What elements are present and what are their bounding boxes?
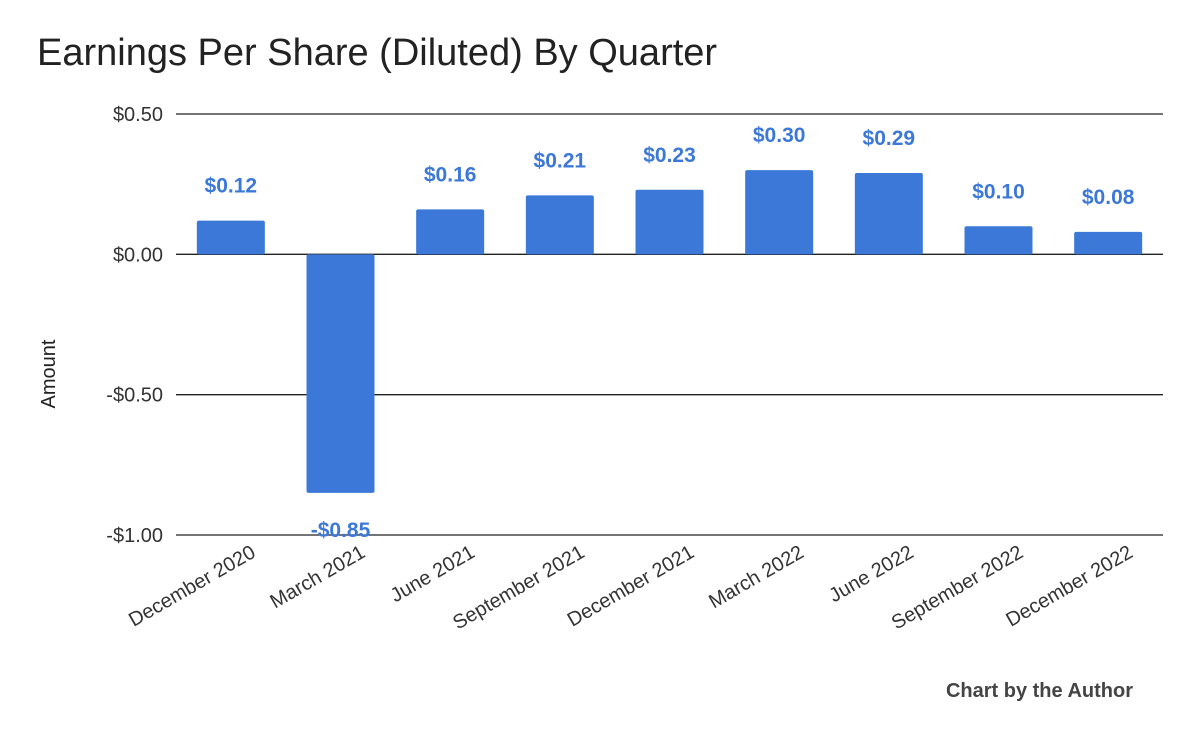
chart-credit: Chart by the Author [945,680,1133,702]
y-tick-label: -$0.50 [106,385,163,407]
x-tick-label: December 2020 [125,541,259,631]
value-label: $0.21 [534,149,587,172]
bar [745,170,814,255]
value-label: $0.08 [1082,186,1135,209]
y-tick-label: -$1.00 [106,525,163,547]
value-label: $0.12 [205,175,258,198]
value-label: $0.16 [424,163,477,186]
value-label: $0.10 [972,180,1025,203]
value-labels: $0.12 -$0.85 $0.16 $0.21 $0.23 $0.30 $0.29 $0.1… [205,124,1135,542]
x-tick-label: June 2022 [825,541,917,607]
y-tick-label: $0.00 [113,244,163,266]
y-axis-label: Amount [38,339,60,408]
x-tick-labels: December 2020 March 2021 June 2021Septembe… [125,541,1137,634]
bar [416,209,485,255]
value-label: $0.23 [643,144,696,167]
x-tick-label: March 2021 [267,541,369,613]
bar [1074,231,1143,255]
value-label: $0.30 [753,124,806,147]
x-tick-label: June 2021 [387,541,479,607]
x-tick-label: March 2022 [705,541,807,613]
value-label: $0.29 [863,127,916,150]
bar [635,189,704,255]
bar [196,220,265,255]
bar [306,254,375,493]
value-label: -$0.85 [311,519,371,542]
y-tick-labels: $0.50 $0.00 -$0.50 -$1.00 [106,104,163,547]
chart-title: Earnings Per Share (Diluted) By Quarter [37,32,718,74]
y-tick-label: $0.50 [113,104,163,126]
bar [525,195,594,255]
bars [196,170,1143,493]
bar [854,172,923,255]
bar [964,226,1033,255]
